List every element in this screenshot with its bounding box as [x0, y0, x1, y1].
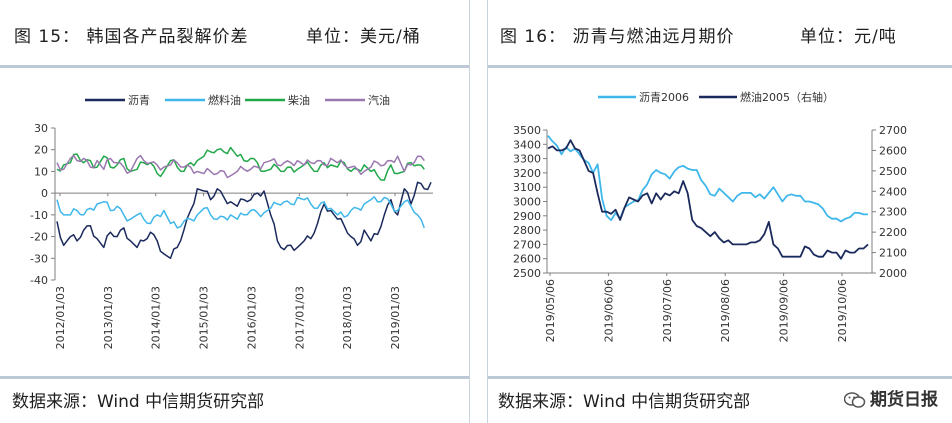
watermark: 期货日报	[844, 385, 938, 410]
x-tick-label: 2013/01/03	[102, 286, 115, 349]
x-tick-label: 2019/10/06	[836, 279, 849, 342]
right-chart-title: 图 16： 沥青与燃油远月期价	[500, 27, 735, 47]
x-tick-label: 2014/01/03	[150, 286, 163, 349]
y-tick-label: 3400	[513, 138, 541, 151]
legend-label: 沥青2006	[639, 91, 689, 104]
series-line-燃料油	[56, 196, 425, 229]
wechat-icon	[844, 392, 866, 408]
y-tick-label: 2700	[513, 238, 541, 251]
y-tick-label: 2500	[513, 267, 541, 280]
x-tick-label: 2019/08/06	[719, 279, 732, 342]
left-panel: 图 15： 韩国各产品裂解价差 单位：美元/桶 30 20 10 0 -10 -20 -30…	[0, 0, 470, 423]
legend-label: 沥青	[128, 94, 150, 107]
legend-label: 燃料油	[208, 93, 241, 107]
series-line-沥青	[56, 181, 432, 260]
y-tick-label: 3100	[513, 181, 541, 194]
y-tick-label: 2900	[513, 210, 541, 223]
series-line-汽油	[56, 154, 425, 179]
right-source: 数据来源：Wind 中信期货研究部	[498, 392, 751, 412]
x-tick-label: 2015/01/03	[198, 286, 211, 349]
y-tick-label: -30	[30, 252, 48, 265]
y2-tick-label: 2200	[879, 226, 907, 239]
y-tick-label: 2600	[513, 253, 541, 266]
x-tick-label: 2012/01/03	[54, 286, 67, 349]
x-tick-label: 2018/01/03	[341, 286, 354, 349]
y2-tick-label: 2700	[879, 124, 907, 137]
y-tick-label: 20	[34, 144, 48, 157]
legend-label: 汽油	[368, 93, 390, 107]
series-line-燃油2005（右轴）	[547, 139, 869, 260]
right-panel: 图 16： 沥青与燃油远月期价 单位：元/吨 3500 3400 3300 3200 3…	[487, 0, 952, 423]
x-tick-label: 2019/07/06	[661, 279, 674, 342]
y2-tick-label: 2100	[879, 247, 907, 260]
x-tick-label: 2019/05/06	[544, 279, 557, 342]
right-footer: 数据来源：Wind 中信期货研究部 期货日报	[488, 376, 952, 423]
y-tick-label: -20	[30, 231, 48, 244]
left-title-bar: 图 15： 韩国各产品裂解价差 单位：美元/桶	[0, 0, 469, 68]
y-tick-label: 3300	[513, 153, 541, 166]
left-chart: 30 20 10 0 -10 -20 -30 -40 2012/01/03 2013/01/03 2…	[30, 93, 433, 349]
left-chart-title: 图 15： 韩国各产品裂解价差	[14, 27, 249, 47]
y2-tick-label: 2600	[879, 144, 907, 157]
right-title-bar: 图 16： 沥青与燃油远月期价 单位：元/吨	[488, 0, 952, 68]
y-tick-label: 3500	[513, 124, 541, 137]
y-tick-label: -10	[30, 209, 48, 222]
y2-tick-label: 2300	[879, 206, 907, 219]
y-tick-label: 0	[41, 187, 48, 200]
x-tick-label: 2019/06/06	[602, 279, 615, 342]
left-footer: 数据来源：Wind 中信期货研究部	[0, 376, 469, 423]
left-chart-unit: 单位：美元/桶	[306, 27, 421, 47]
left-source: 数据来源：Wind 中信期货研究部	[12, 392, 265, 412]
right-chart: 3500340033003200310030002900280027002600…	[513, 90, 907, 342]
series-line-柴油	[56, 146, 425, 181]
legend-label: 燃油2005（右轴）	[740, 90, 834, 104]
x-tick-label: 2016/01/03	[245, 286, 258, 349]
legend-label: 柴油	[288, 93, 310, 107]
y-tick-label: 2800	[513, 224, 541, 237]
y2-tick-label: 2400	[879, 185, 907, 198]
x-tick-label: 2019/01/03	[389, 286, 402, 349]
y-tick-label: 30	[34, 122, 48, 135]
series-line-沥青2006	[547, 135, 868, 223]
y2-tick-label: 2000	[879, 267, 907, 280]
x-tick-label: 2019/09/06	[778, 279, 791, 342]
watermark-text: 期货日报	[870, 390, 938, 410]
x-tick-label: 2017/01/03	[293, 286, 306, 349]
right-chart-unit: 单位：元/吨	[800, 27, 897, 47]
y-tick-label: 10	[34, 165, 48, 178]
y-tick-label: 3000	[513, 196, 541, 209]
y2-tick-label: 2500	[879, 165, 907, 178]
y-tick-label: 3200	[513, 167, 541, 180]
y-tick-label: -40	[30, 274, 48, 287]
